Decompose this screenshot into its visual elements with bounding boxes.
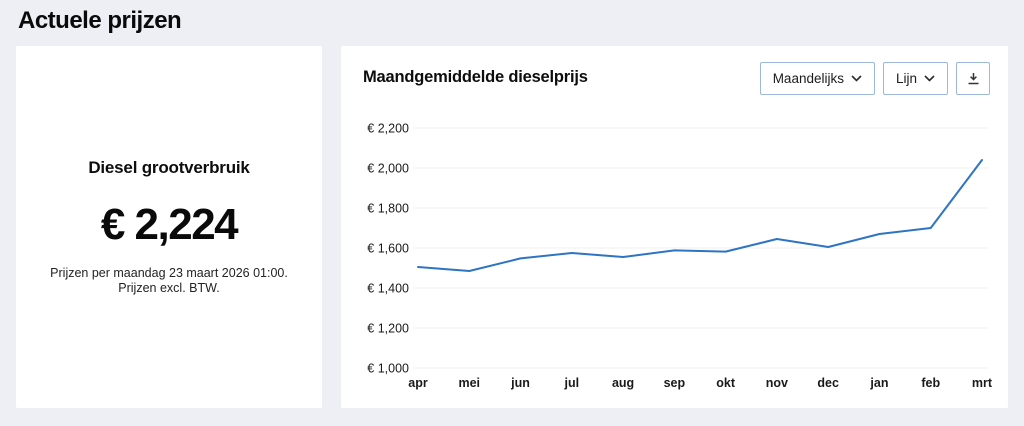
price-card-title: Diesel grootverbruik: [88, 158, 250, 177]
interval-dropdown-label: Maandelijks: [772, 71, 844, 86]
price-note: Prijzen per maandag 23 maart 2026 01:00.…: [32, 266, 306, 296]
chevron-down-icon: [851, 75, 862, 82]
chart-title: Maandgemiddelde dieselprijs: [363, 68, 588, 86]
svg-text:feb: feb: [921, 376, 940, 390]
svg-text:€ 1,600: € 1,600: [367, 242, 409, 256]
svg-text:okt: okt: [716, 376, 736, 390]
chart-type-dropdown[interactable]: Lijn: [882, 62, 948, 95]
current-diesel-price: € 2,224: [100, 200, 239, 249]
price-note-line2: Prijzen excl. BTW.: [118, 281, 220, 295]
current-price-card: Diesel grootverbruik € 2,224 Prijzen per…: [16, 46, 322, 408]
svg-text:€ 1,400: € 1,400: [367, 282, 409, 296]
download-chart-button[interactable]: [956, 62, 990, 95]
svg-text:nov: nov: [766, 376, 788, 390]
svg-text:€ 2,200: € 2,200: [367, 122, 409, 136]
download-icon: [967, 72, 980, 85]
chevron-down-icon: [924, 75, 935, 82]
interval-dropdown[interactable]: Maandelijks: [759, 62, 875, 95]
svg-text:apr: apr: [408, 376, 428, 390]
svg-text:€ 1,800: € 1,800: [367, 202, 409, 216]
svg-text:jun: jun: [510, 376, 530, 390]
svg-text:aug: aug: [612, 376, 634, 390]
chart-controls: Maandelijks Lijn: [759, 62, 990, 95]
diesel-price-chart-card: Maandgemiddelde dieselprijs Maandelijks …: [341, 46, 1008, 408]
page-title: Actuele prijzen: [18, 7, 182, 34]
svg-text:€ 2,000: € 2,000: [367, 162, 409, 176]
price-note-line1: Prijzen per maandag 23 maart 2026 01:00.: [50, 266, 288, 280]
svg-text:€ 1,200: € 1,200: [367, 322, 409, 336]
svg-text:sep: sep: [664, 376, 686, 390]
chart-type-dropdown-label: Lijn: [895, 71, 917, 86]
svg-text:€ 1,000: € 1,000: [367, 362, 409, 376]
svg-text:dec: dec: [817, 376, 839, 390]
svg-text:jul: jul: [564, 376, 580, 390]
svg-text:mei: mei: [458, 376, 480, 390]
chart-header: Maandgemiddelde dieselprijs Maandelijks …: [363, 62, 990, 95]
diesel-price-chart: € 1,000 € 1,200 € 1,400 € 1,600 € 1,800 € 2,0…: [367, 122, 993, 391]
svg-text:jan: jan: [869, 376, 888, 390]
svg-text:mrt: mrt: [972, 376, 993, 390]
